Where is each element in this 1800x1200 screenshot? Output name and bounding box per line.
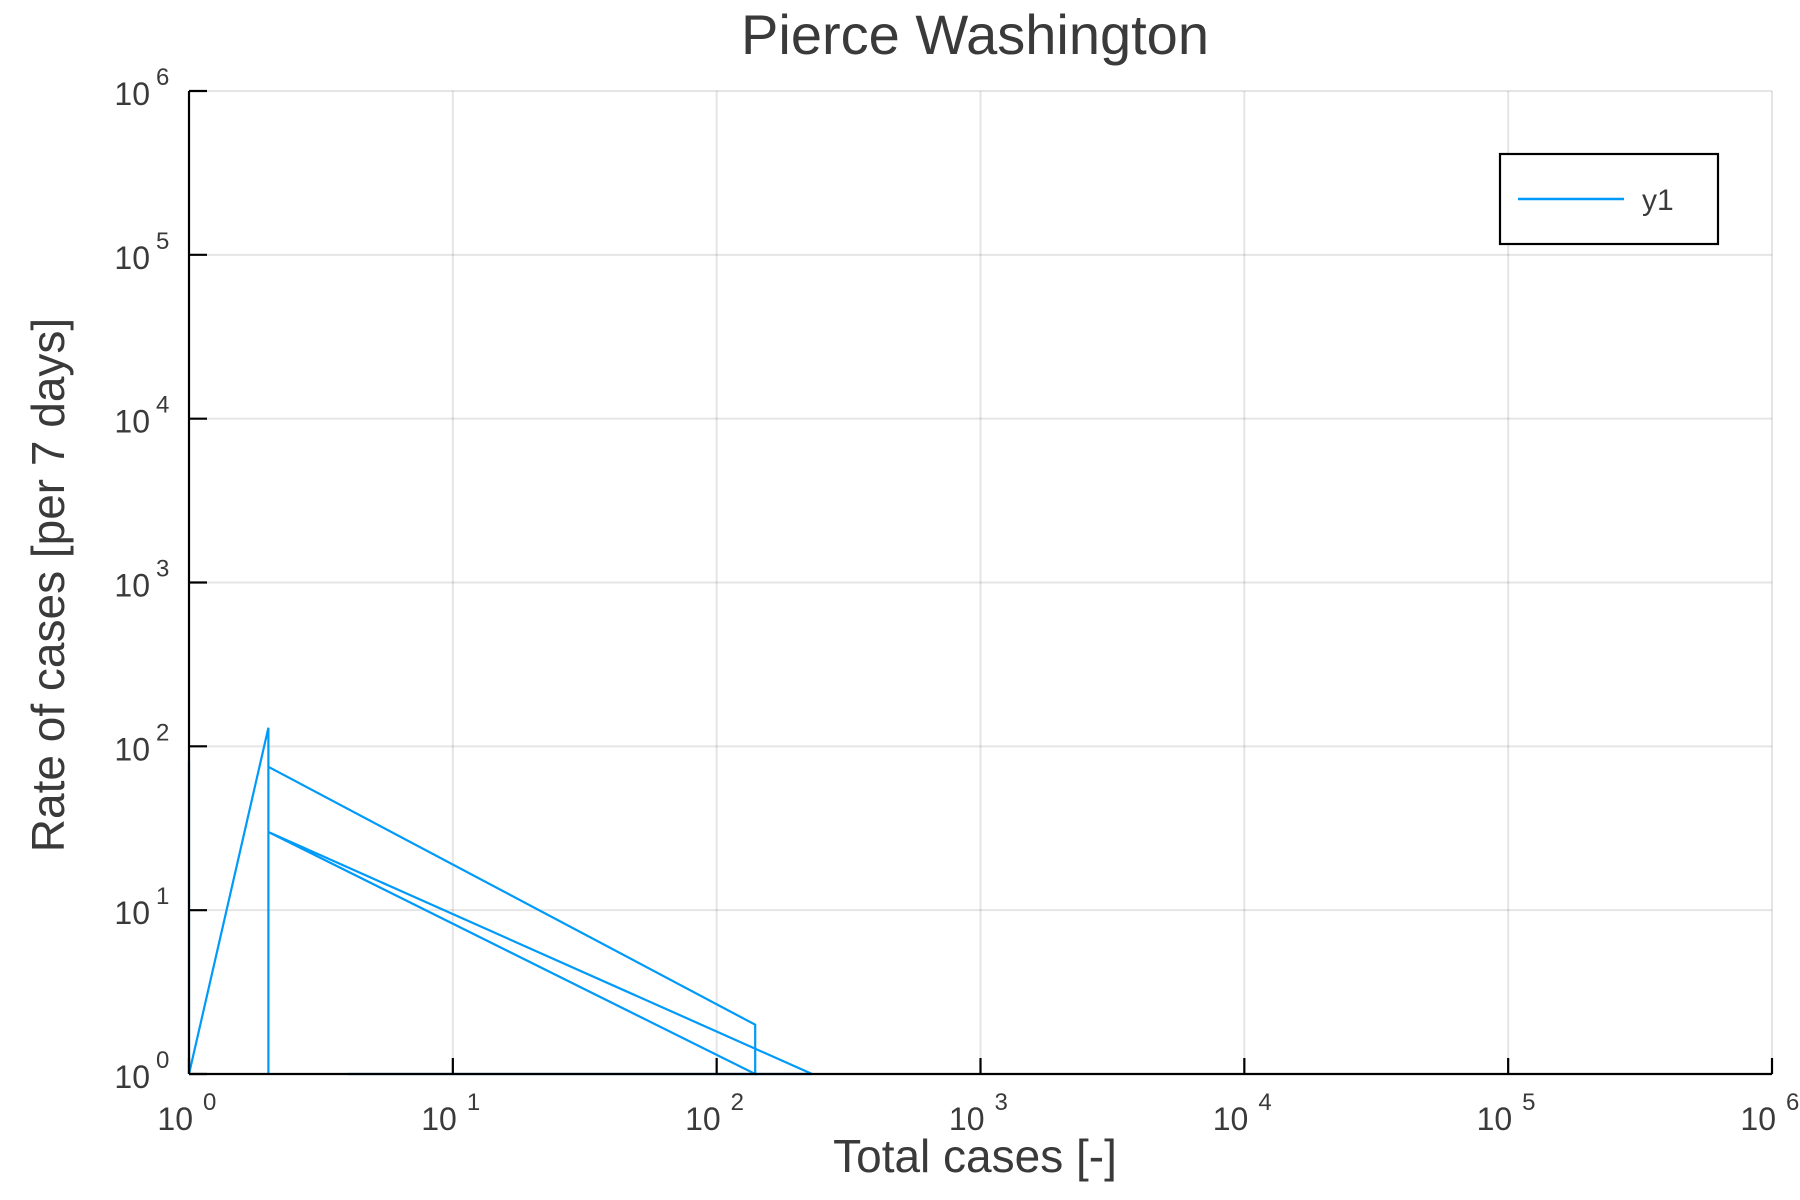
x-tick-exponent: 5 [1522,1089,1535,1116]
y-tick-label: 10 5 [114,228,169,276]
x-tick-exponent: 6 [1786,1089,1799,1116]
x-tick-exponent: 1 [467,1089,480,1116]
x-tick-label: 10 5 [1477,1089,1536,1137]
legend-label-y1: y1 [1642,184,1674,217]
y-tick-base: 10 [114,895,150,931]
x-tick-label: 10 1 [421,1089,480,1137]
y-tick-exponent: 6 [156,64,169,91]
x-tick-base: 10 [421,1101,457,1137]
x-tick-exponent: 2 [731,1089,744,1116]
x-axis-label: Total cases [-] [833,1130,1117,1182]
y-tick-base: 10 [114,404,150,440]
series-line-y1 [187,727,813,1076]
x-tick-base: 10 [1740,1101,1776,1137]
y-tick-exponent: 0 [156,1047,169,1074]
x-tick-exponent: 3 [995,1089,1008,1116]
x-tick-base: 10 [157,1101,193,1137]
series-layer [187,727,813,1076]
x-tick-base: 10 [1477,1101,1513,1137]
x-tick-label: 10 4 [1213,1089,1272,1137]
y-tick-label: 10 2 [114,719,169,767]
y-tick-base: 10 [114,76,150,112]
y-tick-base: 10 [114,1059,150,1095]
x-tick-label: 10 0 [157,1089,216,1137]
x-tick-exponent: 0 [203,1089,216,1116]
x-tick-base: 10 [1213,1101,1249,1137]
x-tick-base: 10 [685,1101,721,1137]
y-tick-exponent: 1 [156,883,169,910]
y-tick-exponent: 2 [156,719,169,746]
x-axis-ticks: 10 0 10 1 10 2 10 3 10 4 10 5 10 6 [157,1058,1799,1137]
y-tick-exponent: 5 [156,228,169,255]
y-tick-label: 10 1 [114,883,169,931]
y-axis-label: Rate of cases [per 7 days] [22,318,74,852]
legend: y1 [1498,152,1720,246]
y-tick-base: 10 [114,240,150,276]
y-tick-base: 10 [114,568,150,604]
x-tick-base: 10 [949,1101,985,1137]
y-tick-label: 10 6 [114,64,169,112]
y-tick-exponent: 3 [156,556,169,583]
x-tick-label: 10 3 [949,1089,1008,1137]
x-tick-exponent: 4 [1258,1089,1271,1116]
x-tick-label: 10 6 [1740,1089,1799,1137]
chart-title: Pierce Washington [741,3,1209,66]
y-tick-label: 10 0 [114,1047,169,1095]
y-tick-exponent: 4 [156,392,169,419]
y-tick-label: 10 3 [114,556,169,604]
x-tick-label: 10 2 [685,1089,744,1137]
y-tick-base: 10 [114,731,150,767]
y-tick-label: 10 4 [114,392,169,440]
